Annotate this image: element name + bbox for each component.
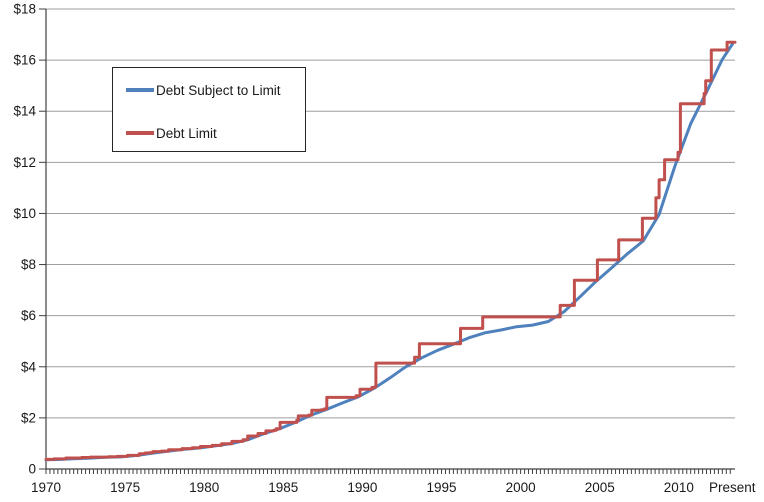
legend-item-debt-subject-to-limit: Debt Subject to Limit [113,80,281,100]
y-axis-tick-label: $18 [13,2,36,17]
y-axis-tick-label: $4 [21,359,37,374]
y-axis-tick-label: $6 [21,308,36,323]
x-axis-tick-label: 2000 [506,480,536,495]
x-axis-tick-label: 2005 [585,480,615,495]
y-axis-tick-label: $2 [21,410,36,425]
y-axis-tick-label: 0 [28,462,36,477]
debt-limit-line-swatch [126,131,154,135]
x-axis-tick-label: 1975 [110,480,140,495]
x-axis-tick-label: 1985 [268,480,298,495]
debt-limit-line [44,40,737,461]
y-axis-tick-label: $12 [13,155,36,170]
x-axis-tick-label: 1995 [426,480,456,495]
legend-item-debt-limit: Debt Limit [113,123,217,143]
x-axis-tick-label: 1970 [31,480,61,495]
legend-label-debt-subject-to-limit: Debt Subject to Limit [156,82,281,98]
legend-label-debt-limit: Debt Limit [156,125,217,141]
chart-legend: Debt Subject to Limit Debt Limit [112,67,306,152]
debt-subject-to-limit-line-swatch [126,88,154,92]
y-axis-tick-label: $8 [21,257,36,272]
x-axis-tick-label: 2010 [664,480,694,495]
x-axis-tick-label: 1990 [347,480,377,495]
x-axis-tick-label: 1980 [189,480,219,495]
y-axis-tick-label: $16 [13,53,36,68]
y-axis-tick-label: $14 [13,104,36,119]
y-axis-tick-label: $10 [13,206,36,221]
x-axis-tick-label: Present [709,480,756,495]
